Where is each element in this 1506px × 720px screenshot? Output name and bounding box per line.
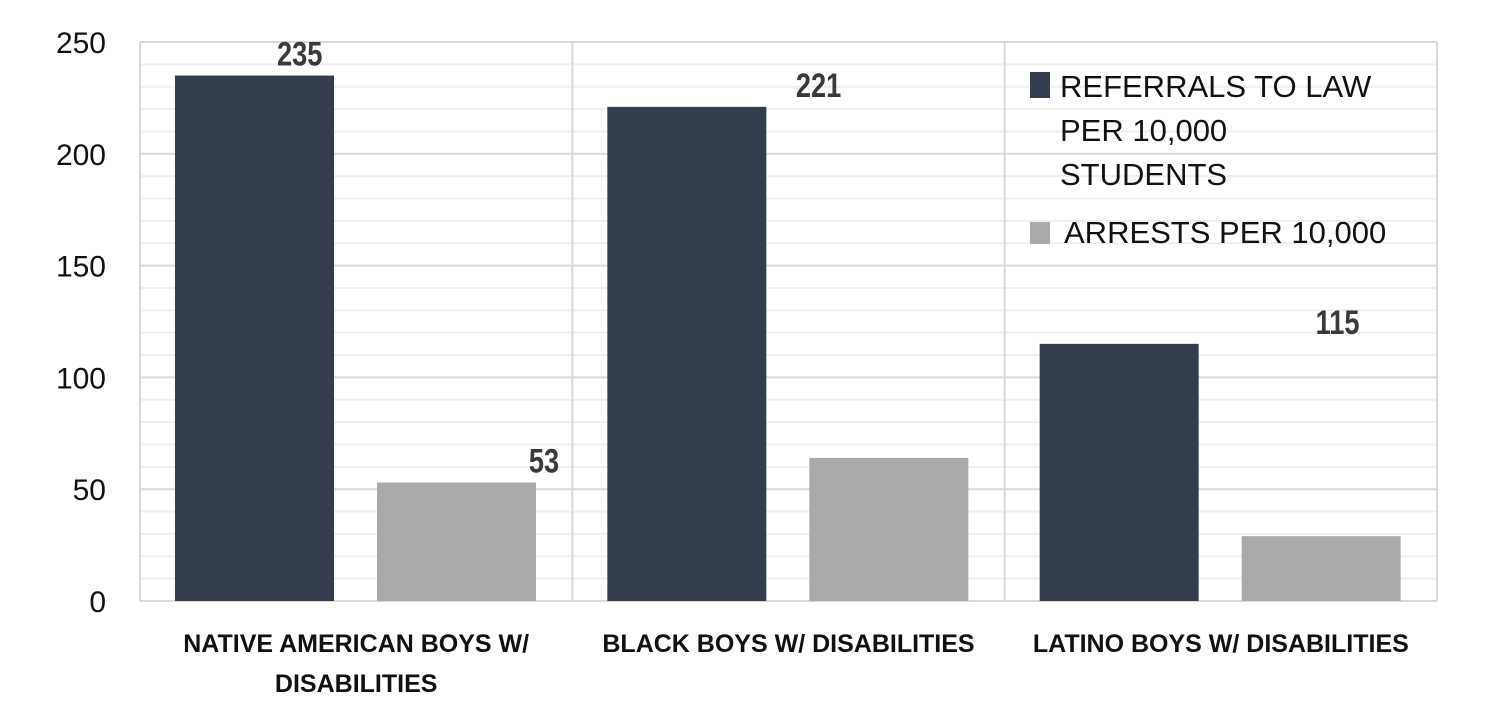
bar <box>175 75 334 602</box>
y-tick-label: 0 <box>89 586 106 619</box>
legend-label: ARRESTS PER 10,000 <box>1064 215 1386 250</box>
data-label: 235 <box>277 35 322 74</box>
x-category-label: NATIVE AMERICAN BOYS W/ <box>183 630 529 658</box>
x-category-label: BLACK BOYS W/ DISABILITIES <box>602 630 974 658</box>
bar <box>377 482 536 601</box>
legend-label: REFERRALS TO LAW <box>1060 69 1372 104</box>
y-tick-label: 150 <box>56 251 106 284</box>
x-category-label: LATINO BOYS W/ DISABILITIES <box>1033 630 1409 658</box>
bar <box>1241 536 1401 601</box>
y-tick-label: 200 <box>56 139 106 172</box>
y-tick-label: 250 <box>56 27 106 60</box>
legend-label: STUDENTS <box>1060 157 1227 192</box>
bar <box>1039 343 1199 601</box>
data-label: 221 <box>796 66 841 105</box>
y-tick-label: 50 <box>73 474 106 507</box>
legend-label: PER 10,000 <box>1060 113 1227 148</box>
data-label: 115 <box>1316 303 1360 342</box>
legend-swatch-referrals <box>1030 72 1050 98</box>
bar <box>607 106 767 602</box>
bar <box>809 457 969 601</box>
y-tick-label: 100 <box>56 362 106 395</box>
data-label: 53 <box>529 442 559 481</box>
legend-swatch-arrests <box>1030 222 1050 244</box>
x-category-label: DISABILITIES <box>275 670 438 698</box>
